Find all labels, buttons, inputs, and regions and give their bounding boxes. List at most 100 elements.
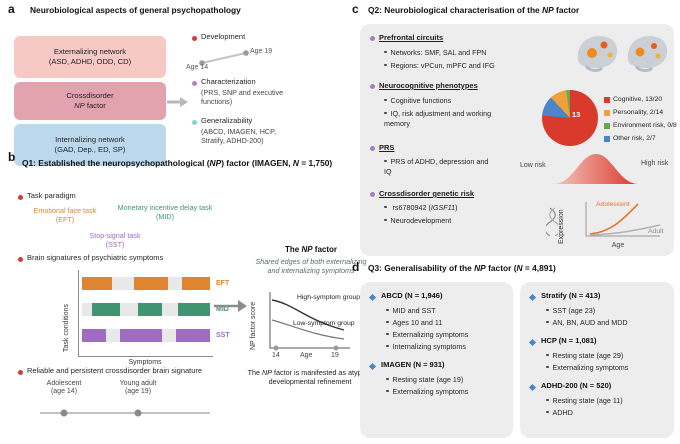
internalizing-line2: (GAD, Dep., ED, SP)	[54, 145, 126, 154]
genetic-risk-title: Crossdisorder genetic risk	[379, 189, 475, 198]
np-plot	[269, 292, 350, 351]
abcd-item-1: MID and SST	[386, 306, 508, 316]
legend-swatch-environment	[604, 123, 610, 130]
reliable-label: Reliable and persistent crossdisorder br…	[27, 366, 203, 375]
sst-row	[82, 329, 210, 342]
np-arrow-icon	[214, 300, 247, 312]
adolescent-line-label: Adolescent	[596, 201, 630, 208]
abcd-item-4: Internalizing symptoms	[386, 342, 508, 352]
timeline-axis-icon	[40, 409, 210, 417]
neurocognitive-item-2: IQ, risk adjustment and working memory	[384, 109, 494, 128]
mid-row-label: MID	[216, 306, 229, 313]
generalizability-label: Generalizability	[201, 116, 253, 125]
crossdisorder-line1: Crossdisorder	[66, 90, 114, 100]
eft-row-label: EFT	[216, 280, 230, 287]
prefrontal-bullet-icon	[370, 36, 375, 41]
high-symptom-label: High-symptom group	[297, 294, 361, 301]
age-19-label: Age 19	[250, 48, 273, 55]
legend-swatch-other	[604, 136, 610, 143]
right-arrow-icon	[167, 97, 188, 107]
chart-ylabel: Task conditions	[63, 304, 70, 352]
panel-d-label: d	[352, 260, 360, 274]
development-bullet-icon	[192, 36, 197, 41]
task-paradigm-label: Task paradigm	[27, 191, 76, 200]
characterization-bullet-icon	[192, 81, 197, 86]
neurocognitive-bullet-icon	[370, 84, 375, 89]
legend-item-other: Other risk, 2/7	[604, 135, 656, 143]
characterization-label: Characterization	[201, 77, 256, 86]
neurocognitive-item-1: Cognitive functions	[384, 96, 534, 106]
prs-title: PRS	[379, 143, 395, 152]
imagen-item-2: Externalizing symptoms	[386, 387, 508, 397]
panel-b-label: b	[8, 150, 16, 164]
chart-xlabel: Symptoms	[128, 359, 162, 366]
imagen-header: IMAGEN (N = 931)	[381, 360, 445, 369]
stratify-header: Stratify (N = 413)	[541, 291, 601, 300]
timeline-start-label: Adolescent (age 14)	[46, 380, 82, 396]
reliable-bullet-icon	[18, 370, 23, 375]
abcd-header: ABCD (N = 1,946)	[381, 291, 443, 300]
legend-item-cognitive: Cognitive, 13/20	[604, 96, 662, 104]
adult-line-label: Adult	[648, 228, 664, 235]
age-14-label: Age 14	[186, 64, 209, 71]
prs-bullet-icon	[370, 146, 375, 151]
legend-swatch-personality	[604, 110, 610, 117]
externalizing-line2: (ASD, ADHD, ODD, CD)	[48, 57, 132, 66]
stratify-item-2: AN, BN, AUD and MDD	[546, 318, 668, 328]
np-factor-subtitle: Shared edges of both externalizing and i…	[255, 257, 367, 276]
imagen-item-1: Resting state (age 19)	[386, 375, 508, 385]
sst-task-label: Stop-signal task (SST)	[89, 231, 141, 250]
expression-xlabel: Age	[611, 242, 625, 249]
development-label: Development	[201, 32, 246, 41]
genetic-risk-item-neurodev: Neurodevelopment	[384, 216, 534, 226]
panel-a-title: Neurobiological aspects of general psych…	[30, 5, 241, 15]
generalizability-bullet-icon	[192, 120, 197, 125]
panel-b-title: Q1: Established the neuropsychopathologi…	[22, 158, 333, 168]
np-tick-14: 14	[272, 352, 280, 359]
low-symptom-label: Low-symptom group	[293, 320, 355, 327]
risk-distribution-icon	[554, 154, 638, 184]
eft-task-label: Emotional face task (EFT)	[33, 206, 97, 225]
hcp-header: HCP (N = 1,081)	[541, 336, 597, 345]
hcp-item-2: Externalizing symptoms	[546, 363, 668, 373]
prefrontal-item-networks: Networks: SMF, SAL and FPN	[384, 48, 544, 58]
genetic-risk-bullet-icon	[370, 192, 375, 197]
hcp-item-1: Resting state (age 29)	[546, 351, 668, 361]
brain-signatures-label: Brain signatures of psychiatric symptoms	[27, 253, 164, 262]
pie-chart	[542, 90, 598, 146]
eft-row	[82, 277, 210, 290]
mid-task-label: Monetary incentive delay task (MID)	[117, 203, 213, 222]
legend-swatch-cognitive	[604, 97, 610, 104]
internalizing-network-box: Internalizing network (GAD, Dep., ED, SP…	[14, 124, 166, 166]
dna-icon	[546, 207, 558, 236]
prefrontal-title: Prefrontal circuits	[379, 33, 444, 42]
adhd200-header: ADHD-200 (N = 520)	[541, 381, 612, 390]
high-risk-label: High risk	[641, 160, 669, 167]
sst-row-label: SST	[216, 332, 230, 339]
brain-images-icon	[577, 36, 668, 72]
brain-signatures-bullet-icon	[18, 257, 23, 262]
task-paradigm-bullet-icon	[18, 195, 23, 200]
externalizing-network-box: Externalizing network (ASD, ADHD, ODD, C…	[14, 36, 166, 78]
np-factor-title: The NP factor	[284, 245, 338, 254]
abcd-item-2: Ages 10 and 11	[386, 318, 508, 328]
task-symptom-chart	[78, 270, 213, 357]
np-plot-xlabel: Age	[300, 352, 313, 359]
pie-slice-label: 13	[572, 110, 581, 119]
adhd200-item-2: ADHD	[546, 408, 668, 418]
development-trajectory-icon	[199, 50, 249, 66]
prefrontal-item-regions: Regions: vPCun, mPFC and IFG	[384, 61, 544, 71]
legend-item-personality: Personality, 2/14	[604, 109, 663, 117]
genetic-risk-item-rs: rs6780942 (IGSF11)	[384, 203, 534, 213]
stratify-item-1: SST (age 23)	[546, 306, 668, 316]
characterization-detail: (PRS, SNP and executive functions)	[201, 88, 284, 107]
expression-ylabel: Expression	[558, 209, 565, 244]
np-factor-caption: The NP factor is manifested as atypical …	[247, 368, 373, 387]
mid-row	[82, 303, 210, 316]
panel-c-title: Q2: Neurobiological characterisation of …	[368, 5, 580, 15]
np-tick-19: 19	[331, 352, 339, 359]
internalizing-line1: Internalizing network	[55, 134, 125, 144]
low-risk-label: Low risk	[520, 162, 546, 169]
prs-item-1: PRS of ADHD, depression and IQ	[384, 157, 496, 176]
